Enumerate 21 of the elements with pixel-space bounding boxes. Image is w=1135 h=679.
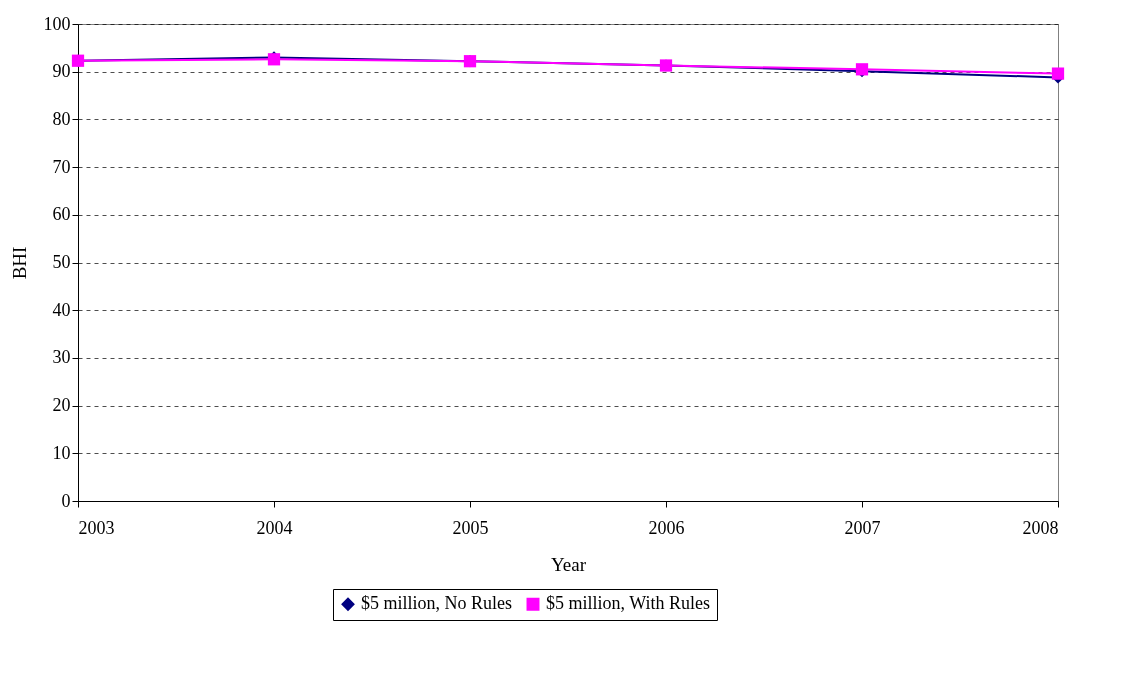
y-tick-label: 0: [61, 490, 71, 511]
y-tick-label: 10: [52, 442, 71, 463]
y-axis-title: BHI: [8, 246, 30, 280]
x-tick-label: 2006: [648, 517, 685, 538]
y-tick-label: 50: [52, 252, 71, 272]
legend-label: $5 million, No Rules: [361, 593, 513, 614]
y-tick-label: 80: [52, 108, 71, 129]
x-axis-title: Year: [550, 553, 587, 575]
x-tick-label: 2003: [78, 517, 115, 538]
y-tick-label: 20: [52, 395, 71, 416]
x-tick-label: 2005: [452, 517, 489, 538]
y-tick-label: 70: [52, 156, 71, 177]
y-tick-label: 40: [52, 299, 71, 320]
y-tick-label: 30: [52, 347, 71, 368]
y-tick-label: 90: [52, 61, 71, 82]
y-tick-label: 60: [52, 204, 71, 225]
x-tick-label: 2007: [844, 517, 881, 538]
legend-label: $5 million, With Rules: [546, 593, 710, 614]
y-tick-label: 100: [43, 13, 71, 34]
x-tick-label: 2008: [1022, 517, 1059, 538]
x-tick-label: 2004: [256, 517, 293, 538]
